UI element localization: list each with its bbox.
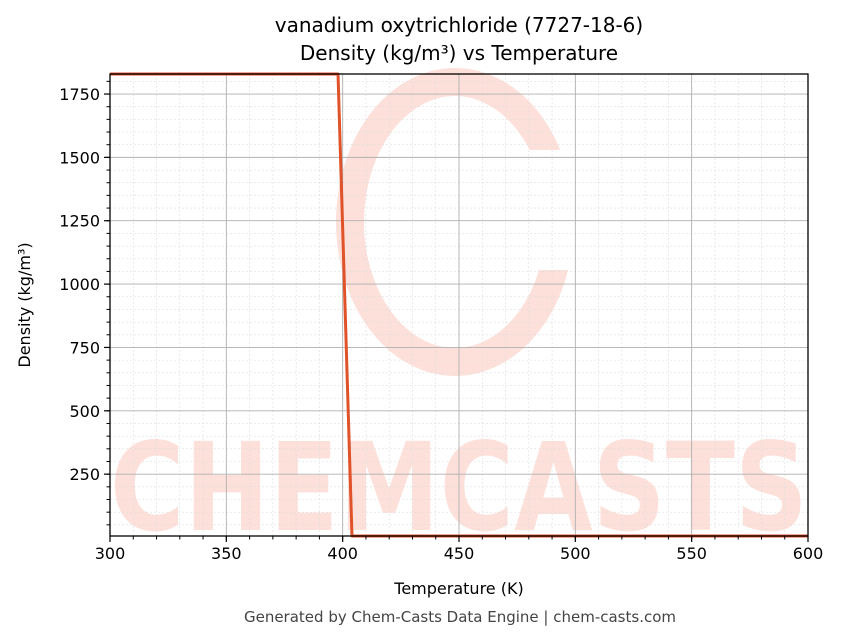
x-tick-label: 400 [327,544,358,563]
x-tick-label: 450 [444,544,475,563]
y-tick-label: 1750 [59,85,100,104]
footer-credit: Generated by Chem-Casts Data Engine | ch… [243,608,677,626]
x-axis-label: Temperature (K) [393,579,523,598]
y-tick-label: 750 [69,338,100,357]
y-axis: 250 500 750 1000 1250 1500 1750 [59,80,110,526]
chart-title-line1: vanadium oxytrichloride (7727-18-6) [274,13,644,37]
x-tick-label: 350 [211,544,242,563]
x-tick-label: 550 [676,544,707,563]
chart-title-line2: Density (kg/m³) vs Temperature [299,41,619,65]
y-tick-label: 500 [69,402,100,421]
y-axis-label: Density (kg/m³) [15,242,34,367]
y-tick-label: 250 [69,465,100,484]
y-tick-label: 1500 [59,148,100,167]
x-tick-label: 600 [793,544,824,563]
x-tick-label: 300 [95,544,126,563]
y-tick-label: 1000 [59,275,100,294]
x-axis: 300 350 400 450 500 550 600 [95,536,824,563]
x-tick-label: 500 [560,544,591,563]
y-tick-label: 1250 [59,212,100,231]
